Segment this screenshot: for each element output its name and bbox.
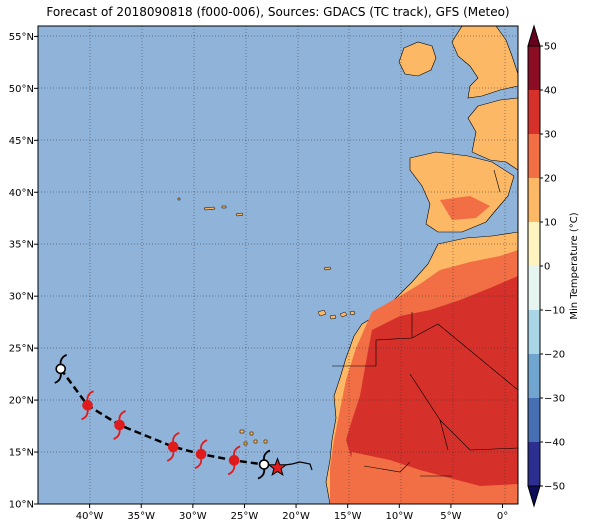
lon-tick-label: 25°W — [231, 511, 259, 522]
longitude-labels: 40°W 35°W 30°W 25°W 20°W 15°W 10°W 5°W 0° — [76, 504, 508, 522]
land-cape-verde — [239, 429, 268, 446]
colorbar-band — [528, 442, 540, 486]
colorbar-band — [528, 178, 540, 222]
hurricane-symbol-icon — [227, 445, 241, 476]
lat-tick-label: 35°N — [9, 240, 34, 251]
hurricane-symbol-icon — [113, 410, 126, 440]
lon-tick-label: 40°W — [76, 511, 104, 522]
colorbar-band — [528, 354, 540, 398]
lon-tick-label: 0° — [497, 511, 508, 522]
lat-tick-label: 15°N — [9, 448, 34, 459]
colorbar-tick-label: −10 — [544, 306, 565, 317]
land-azores — [177, 197, 244, 217]
colorbar-tick-label: 40 — [544, 86, 557, 97]
lon-tick-label: 30°W — [179, 511, 207, 522]
lat-tick-label: 45°N — [9, 136, 34, 147]
storm-track-extension — [277, 461, 313, 471]
land-sahara-hot — [346, 276, 518, 504]
colorbar-label: Min Temperature (°C) — [569, 212, 580, 319]
lat-tick-label: 50°N — [9, 84, 34, 95]
colorbar-band — [528, 90, 540, 134]
lon-tick-label: 15°W — [334, 511, 362, 522]
colorbar-extend-max — [527, 24, 541, 47]
colorbar-tick-label: −40 — [544, 438, 565, 449]
lat-tick-label: 25°N — [9, 344, 34, 355]
lat-tick-label: 30°N — [9, 292, 34, 303]
hurricane-symbol-icon — [194, 439, 208, 469]
colorbar-band — [528, 134, 540, 178]
colorbar-tick-label: 30 — [544, 130, 557, 141]
lon-tick-label: 35°W — [127, 511, 155, 522]
latitude-labels: 10°N 15°N 20°N 25°N 30°N 35°N 40°N 45°N 50°N 55°N — [9, 32, 38, 511]
colorbar-tick-label: 0 — [544, 262, 550, 273]
lon-tick-label: 5°W — [440, 511, 461, 522]
colorbar-tick-label: 50 — [544, 42, 557, 53]
lat-tick-label: 55°N — [9, 32, 34, 43]
current-position-star-icon — [267, 457, 288, 477]
gridlines — [38, 26, 518, 504]
storm-track-points — [54, 354, 271, 480]
colorbar-tick-label: −50 — [544, 482, 565, 493]
colorbar-tick-label: 10 — [544, 218, 557, 229]
land-south-coast-warm — [348, 452, 518, 504]
colorbar-band — [528, 310, 540, 354]
colorbar-tick-label: 20 — [544, 174, 557, 185]
land-france — [467, 97, 518, 171]
colorbar-band — [528, 266, 540, 310]
colorbar-extend-min — [527, 485, 541, 508]
lon-tick-label: 20°W — [282, 511, 310, 522]
lat-tick-label: 40°N — [9, 188, 34, 199]
lat-tick-label: 20°N — [9, 396, 34, 407]
hurricane-symbol-icon — [166, 431, 180, 462]
land-great-britain — [451, 26, 518, 99]
colorbar-band — [528, 46, 540, 90]
map-frame — [37, 25, 519, 505]
colorbar-band — [528, 398, 540, 442]
colorbar-band — [528, 222, 540, 266]
lon-tick-label: 10°W — [385, 511, 413, 522]
hurricane-symbol-icon — [54, 354, 68, 384]
country-borders — [332, 169, 518, 477]
map-title: Forecast of 2018090818 (f000-006), Sourc… — [46, 5, 510, 19]
land-madeira — [323, 266, 332, 271]
land-canary-islands — [317, 309, 356, 320]
hurricane-symbol-icon — [257, 449, 271, 480]
land-iberia-warm — [440, 196, 490, 220]
colorbar-tick-label: −30 — [544, 394, 565, 405]
lat-tick-label: 10°N — [9, 500, 34, 511]
colorbar: 50 40 30 20 10 0 −10 −20 −30 −40 −50 — [527, 24, 565, 508]
colorbar-tick-label: −20 — [544, 350, 565, 361]
hurricane-symbol-icon — [81, 390, 94, 421]
